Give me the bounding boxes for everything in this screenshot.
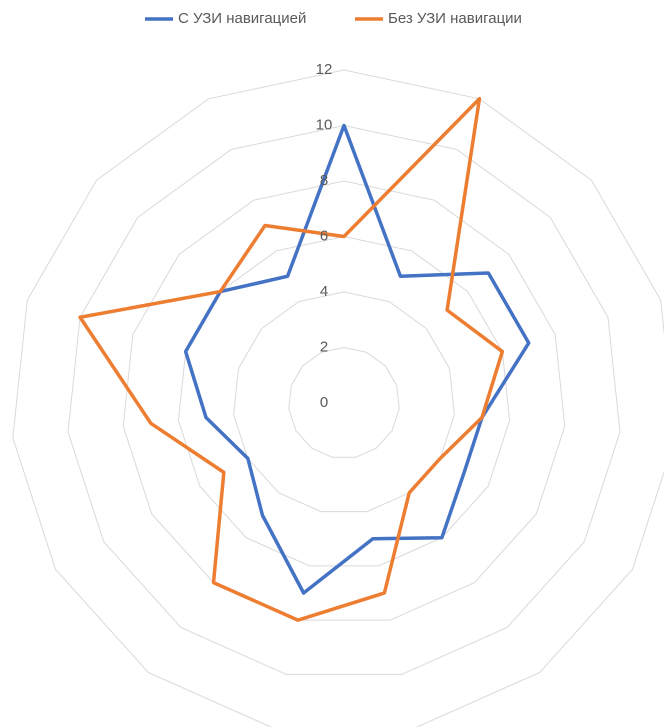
- r-tick-label: 2: [320, 338, 328, 355]
- grid-ring: [177, 235, 511, 567]
- grid-ring: [233, 291, 455, 513]
- grid-ring: [67, 124, 621, 675]
- legend-label: Без УЗИ навигации: [388, 10, 522, 27]
- grid-ring: [12, 69, 664, 727]
- grid-ring: [288, 346, 400, 458]
- r-tick-label: 6: [320, 227, 328, 244]
- r-tick-label: 4: [320, 283, 328, 300]
- r-tick-label: 8: [320, 172, 328, 189]
- r-tick-label: 10: [316, 116, 333, 133]
- r-tick-label: 12: [316, 61, 333, 78]
- legend-label: С УЗИ навигацией: [178, 10, 306, 27]
- series-line: [78, 97, 505, 622]
- series-line: [183, 123, 531, 595]
- r-tick-label: 0: [320, 394, 328, 411]
- grid-ring: [122, 180, 566, 621]
